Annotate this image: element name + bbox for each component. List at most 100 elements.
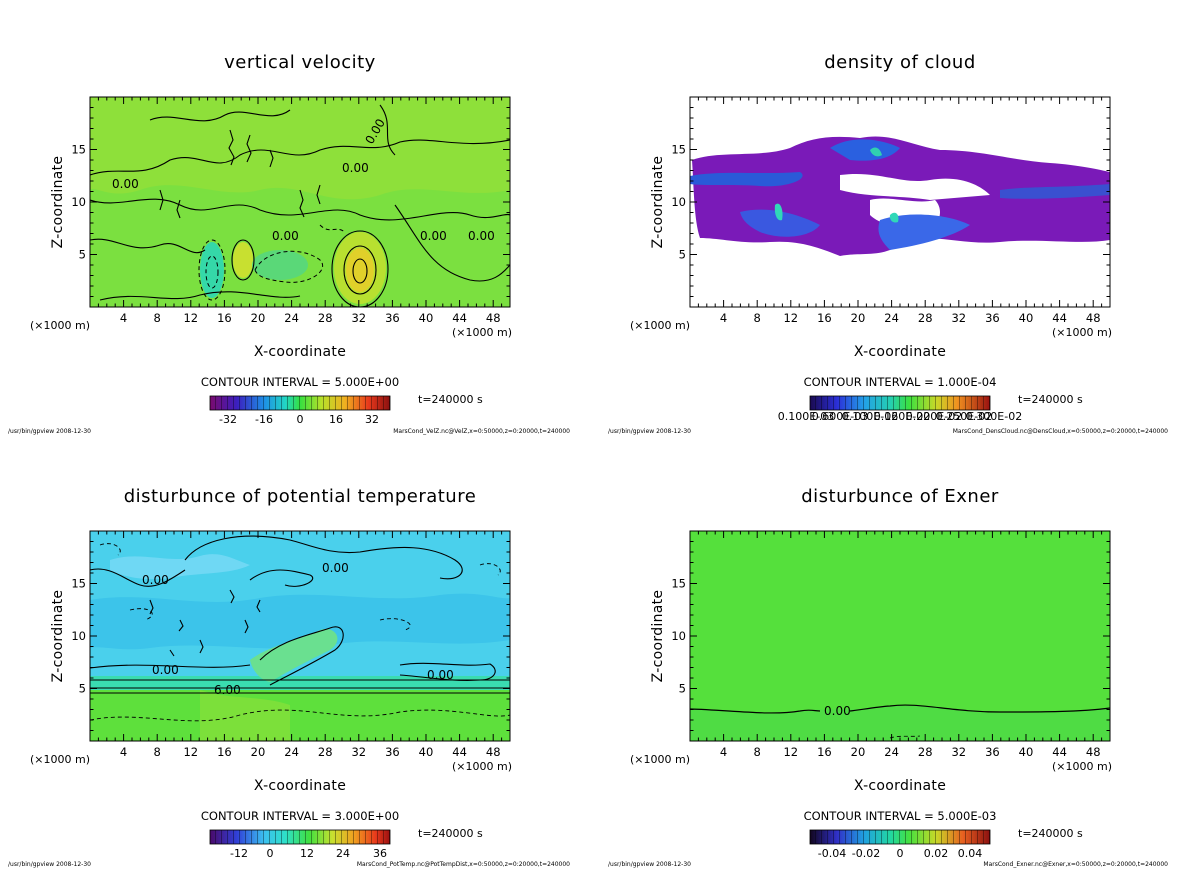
- contour-line: [331, 230, 389, 307]
- x-tick-label: 20: [851, 745, 866, 759]
- footer-right: MarsCond_DensCloud.nc@DensCloud,x=0:5000…: [953, 428, 1168, 435]
- axis-ticks: [90, 531, 510, 741]
- contours: [90, 104, 510, 307]
- time-label: t=240000 s: [418, 393, 483, 406]
- contour-label: 0.00: [272, 229, 299, 243]
- colorbar-label: 0.04: [958, 847, 983, 860]
- y-axis-label: Z-coordinate: [50, 156, 66, 249]
- footer-left: /usr/bin/gpview 2008-12-30: [8, 861, 91, 868]
- x-axis-label: X-coordinate: [254, 344, 346, 360]
- y-tick-label: 15: [671, 577, 686, 591]
- colorbar-label: 24: [336, 847, 350, 860]
- contour-interval: CONTOUR INTERVAL = 5.000E+00: [201, 375, 399, 389]
- contour-label: 0.00: [142, 573, 169, 587]
- x-tick-label: 40: [1019, 745, 1034, 759]
- field-lower-patch: [200, 690, 290, 741]
- contour-label: 0.00: [112, 177, 139, 191]
- contours: [90, 535, 510, 694]
- x-tick-label: 28: [318, 745, 333, 759]
- axis-ticks: [690, 531, 1110, 741]
- x-tick-label: 32: [351, 311, 366, 325]
- contour-interval: CONTOUR INTERVAL = 5.000E-03: [804, 809, 997, 823]
- footer-right: MarsCond_PotTemp.nc@PotTempDist,x=0:5000…: [357, 861, 570, 868]
- x-tick-labels: 4 8 12 16 20 24 28 32 36 40 44 48 5 10 1…: [671, 577, 1100, 760]
- x-tick-label: 48: [486, 311, 501, 325]
- contour-line-negative: [205, 255, 219, 289]
- plot-field: 0.00: [690, 531, 1110, 741]
- contour-line-negative: [889, 735, 921, 739]
- contour-labels: 0.00: [824, 704, 851, 718]
- x-tick-label: 12: [783, 311, 798, 325]
- cloud-core: [889, 212, 899, 223]
- contour-line: [159, 129, 321, 219]
- colorbar-label: 0.160E-02: [874, 410, 930, 423]
- x-tick-label: 24: [884, 745, 899, 759]
- contour-line: [352, 258, 368, 284]
- x-tick-label: 16: [817, 311, 832, 325]
- contour-line: [99, 291, 301, 301]
- y-tick-label: 5: [679, 248, 686, 262]
- colorbar-label: 32: [365, 413, 379, 426]
- negative-contours: [198, 224, 346, 301]
- x-tick-labels: 4 8 12 16 20 24 28 32 36 40 44 48 5 10 1…: [71, 577, 500, 760]
- y-tick-label: 15: [671, 143, 686, 157]
- field-updraft-2: [233, 242, 253, 278]
- colorbar-frame: [209, 395, 391, 411]
- contour-label: 0.00: [468, 229, 495, 243]
- contour-line-negative: [479, 563, 501, 576]
- cloud-gap: [840, 173, 990, 200]
- x-tick-label: 12: [183, 745, 198, 759]
- contour-line-negative: [129, 608, 153, 621]
- contour-line: [343, 245, 377, 295]
- x-tick-label: 32: [951, 311, 966, 325]
- field-plume: [250, 629, 338, 682]
- x-tick-label: 12: [183, 311, 198, 325]
- x-tick-label: 8: [754, 311, 761, 325]
- x-tick-label: 48: [486, 745, 501, 759]
- footer-left: /usr/bin/gpview 2008-12-30: [8, 428, 91, 435]
- colorbar-label: 0: [897, 847, 904, 860]
- colorbar-label: 0: [267, 847, 274, 860]
- chart-title: disturbunce of Exner: [801, 486, 999, 507]
- colorbar-label: 12: [300, 847, 314, 860]
- colorbar-labels: -32 -16 0 16 32: [219, 413, 379, 426]
- negative-contours: [889, 735, 921, 739]
- x-unit-right: (×1000 m): [452, 326, 512, 339]
- colorbar-label: -16: [255, 413, 273, 426]
- y-tick-label: 10: [671, 195, 686, 209]
- plot-field: 0.00 0.00 0.00 0.00 6.00: [90, 531, 510, 741]
- time-label: t=240000 s: [1018, 827, 1083, 840]
- contour-label: 0.00: [824, 704, 851, 718]
- x-tick-label: 4: [720, 745, 727, 759]
- x-unit-right: (×1000 m): [1052, 760, 1112, 773]
- contour-line: [90, 568, 186, 587]
- cloud-core: [870, 147, 882, 157]
- colorbar-label: 0.100E-03: [778, 410, 834, 423]
- contour-line: [90, 198, 510, 221]
- x-axis-label: X-coordinate: [854, 344, 946, 360]
- contour-line: [394, 204, 510, 282]
- x-tick-label: 32: [951, 745, 966, 759]
- contour-line-negative: [198, 239, 226, 301]
- contour-line: [259, 626, 344, 686]
- x-unit-right: (×1000 m): [452, 760, 512, 773]
- cloud-dense-band: [1000, 184, 1110, 199]
- contour-interval: CONTOUR INTERVAL = 3.000E+00: [201, 809, 399, 823]
- colorbar-label: 0.250E-02: [936, 410, 992, 423]
- x-unit-left: (×1000 m): [630, 319, 690, 332]
- field-updraft-core: [346, 248, 374, 292]
- x-tick-label: 8: [154, 745, 161, 759]
- x-tick-label: 8: [754, 745, 761, 759]
- footer-left: /usr/bin/gpview 2008-12-30: [608, 428, 691, 435]
- y-tick-label: 10: [71, 629, 86, 643]
- x-tick-label: 24: [884, 311, 899, 325]
- contour-line-negative: [319, 224, 346, 233]
- panel-vertical-velocity: vertical velocity: [8, 52, 570, 435]
- contour-line: [90, 238, 206, 254]
- contour-line-negative: [379, 618, 411, 631]
- cloud-core: [774, 203, 783, 221]
- contour-label: 0.00: [342, 161, 369, 175]
- x-tick-label: 16: [217, 311, 232, 325]
- x-tick-label: 24: [284, 311, 299, 325]
